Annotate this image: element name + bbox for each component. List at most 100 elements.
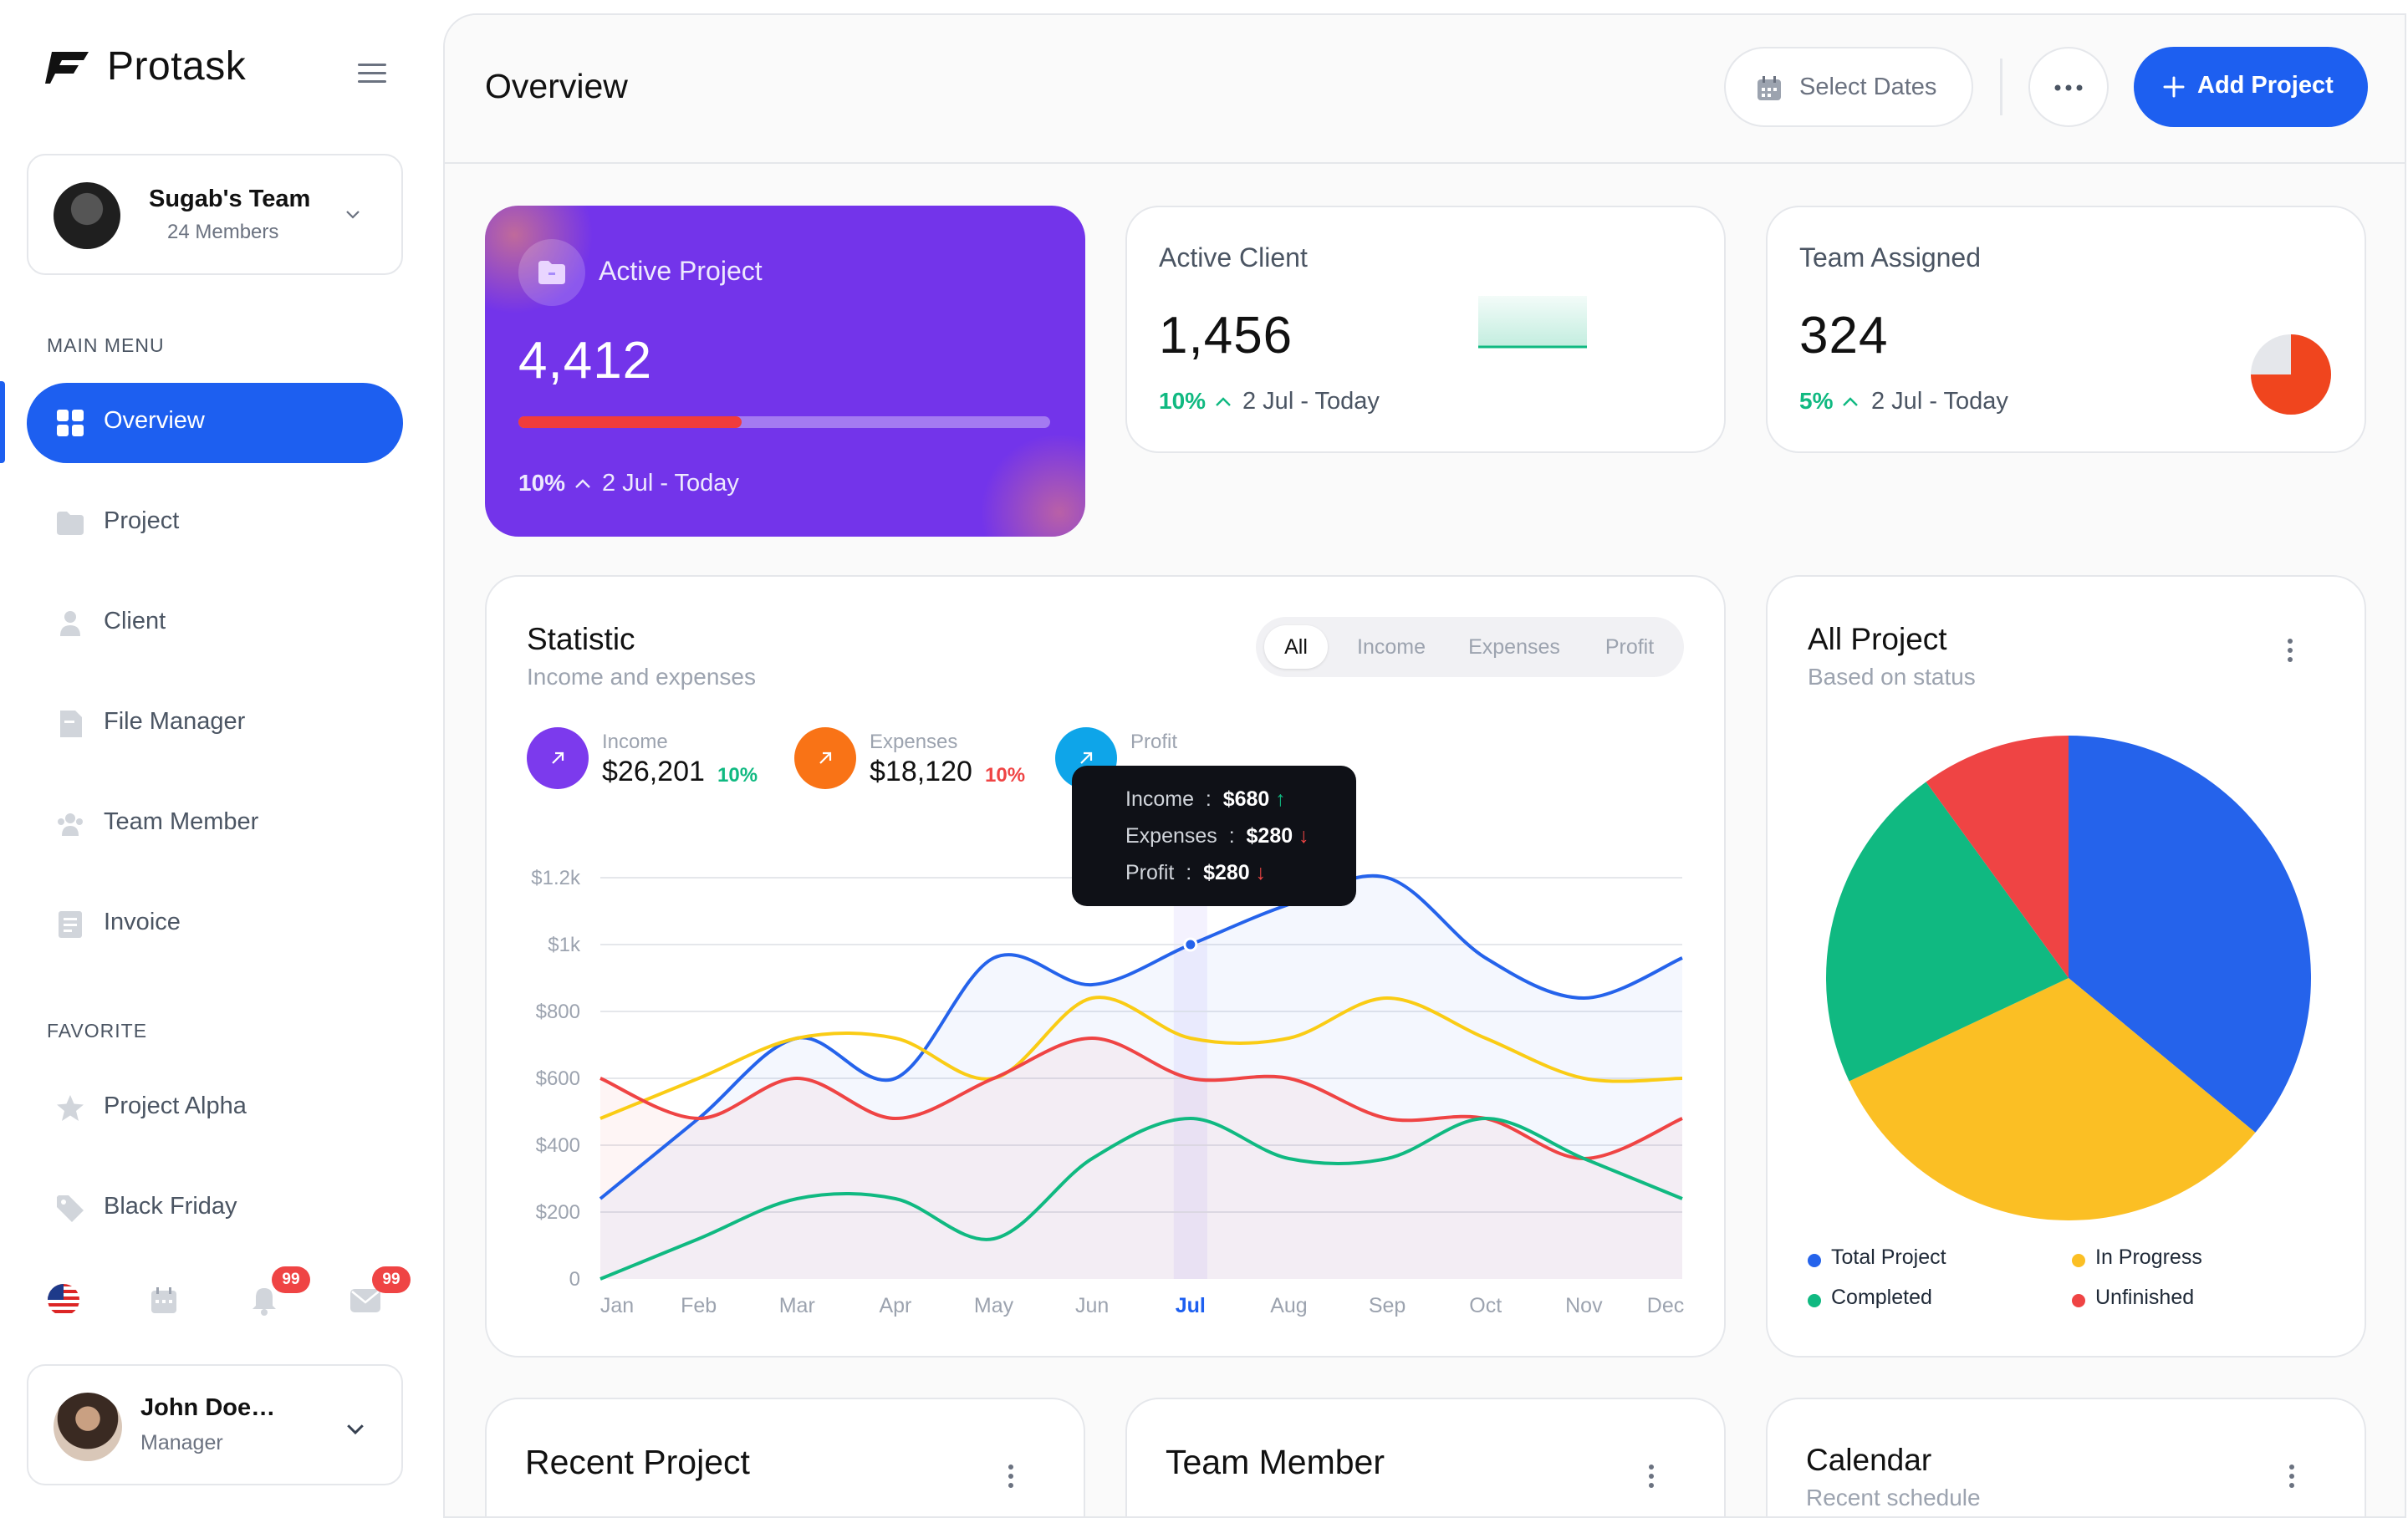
arrow-up-right-icon <box>1080 751 1093 764</box>
file-icon <box>60 711 82 737</box>
plus-icon <box>2163 76 2185 98</box>
team-name: Sugab's Team <box>149 186 311 212</box>
income-metric-icon <box>527 727 589 789</box>
team-icon <box>58 813 83 836</box>
bell-icon[interactable] <box>249 1286 279 1316</box>
favorite-label: FAVORITE <box>47 1020 148 1042</box>
tag-icon <box>57 1195 84 1222</box>
x-tick-label: Nov <box>1565 1294 1603 1317</box>
chevron-down-icon <box>347 1424 364 1435</box>
kpi-value: 4,412 <box>518 332 653 390</box>
sidebar-item-label: Invoice <box>104 909 181 935</box>
y-tick-label: $1k <box>548 934 581 956</box>
more-options-button[interactable] <box>2028 47 2109 127</box>
kpi-title: Active Project <box>599 256 763 286</box>
pie-slice[interactable] <box>1926 736 2069 978</box>
mail-icon[interactable] <box>349 1287 381 1314</box>
more-vertical-icon[interactable] <box>2289 1465 2296 1493</box>
progress-fill <box>518 416 742 428</box>
star-icon <box>57 1095 84 1121</box>
all-project-subtitle: Based on status <box>1808 664 1976 690</box>
y-tick-label: $400 <box>536 1134 580 1157</box>
sidebar-item-invoice[interactable]: Invoice <box>27 884 403 965</box>
header-divider <box>2000 59 2002 115</box>
tab-profit[interactable]: Profit <box>1604 635 1655 659</box>
logo-icon <box>45 52 89 84</box>
statistic-title: Statistic <box>527 622 635 656</box>
more-vertical-icon[interactable] <box>2288 639 2294 667</box>
more-vertical-icon[interactable] <box>1008 1465 1015 1493</box>
sidebar-item-file-manager[interactable]: File Manager <box>27 684 403 764</box>
team-switcher[interactable]: Sugab's Team 24 Members <box>27 154 403 275</box>
brand-name: Protask <box>107 44 247 89</box>
hamburger-icon[interactable] <box>358 64 386 84</box>
legend-dot <box>2072 1254 2085 1267</box>
statistic-line-chart[interactable]: 0 $200 $400 $600 $800 $1k $1.2k Jan Feb Mar Apr May… <box>487 819 1726 1354</box>
data-point-marker[interactable] <box>1183 937 1198 952</box>
calendar-subtitle: Recent schedule <box>1806 1485 1981 1510</box>
pie-slice[interactable] <box>1849 978 2256 1220</box>
pie-slice[interactable] <box>1826 782 2069 1082</box>
kpi-value: 324 <box>1799 307 1889 364</box>
sidebar-item-project[interactable]: Project <box>27 483 403 563</box>
more-vertical-icon[interactable] <box>1649 1465 1656 1493</box>
grid-icon <box>57 410 84 436</box>
kpi-icon-wrap <box>518 239 585 306</box>
all-project-pie-chart[interactable] <box>1818 727 2319 1229</box>
mini-pie-slice <box>2251 334 2331 415</box>
flag-us-icon[interactable] <box>47 1283 80 1317</box>
sidebar: Protask Sugab's Team 24 Members MAIN MEN… <box>0 0 443 1505</box>
profit-label: Profit <box>1130 731 1178 753</box>
sidebar-item-label: Overview <box>104 407 205 434</box>
x-tick-label: Aug <box>1270 1294 1307 1317</box>
kpi-change: 10% <box>1159 388 1207 414</box>
kpi-team-assigned[interactable]: Team Assigned 324 5% 2 Jul - Today <box>1766 206 2366 453</box>
legend-label: Unfinished <box>2095 1286 2195 1309</box>
user-avatar <box>54 1393 122 1461</box>
tooltip-row: Expenses : $280 ↓ <box>1125 824 1309 848</box>
income-value: $26,201 <box>602 756 705 787</box>
x-tick-label: Jun <box>1075 1294 1109 1317</box>
series-line <box>599 1116 1683 1281</box>
series-line <box>599 996 1683 1120</box>
main-menu-label: MAIN MENU <box>47 334 165 356</box>
kpi-active-project[interactable]: Active Project 4,412 10% 2 Jul - Today <box>485 206 1085 537</box>
tab-all[interactable]: All <box>1264 625 1328 669</box>
select-dates-button[interactable]: Select Dates <box>1724 47 1973 127</box>
tooltip-value: $680 <box>1222 787 1270 811</box>
statistic-filter: All Income Expenses Profit <box>1256 617 1684 677</box>
invoice-icon <box>59 911 82 938</box>
tooltip-value: $280 <box>1246 824 1293 848</box>
series-line <box>599 1036 1683 1161</box>
sidebar-item-black-friday[interactable]: Black Friday <box>27 1169 403 1249</box>
sidebar-item-project-alpha[interactable]: Project Alpha <box>27 1068 403 1149</box>
user-profile[interactable]: John Doe… Manager <box>27 1364 403 1485</box>
x-tick-label: Sep <box>1369 1294 1406 1317</box>
y-tick-label: $600 <box>536 1067 580 1090</box>
calendar-icon[interactable] <box>149 1286 179 1316</box>
x-tick-label: Jul <box>1176 1294 1206 1317</box>
y-tick-label: $200 <box>536 1201 580 1224</box>
sidebar-item-client[interactable]: Client <box>27 583 403 664</box>
tooltip-label: Income <box>1125 787 1194 811</box>
user-role: Manager <box>140 1431 223 1454</box>
calendar-title: Calendar <box>1806 1443 1932 1477</box>
select-dates-label: Select Dates <box>1799 74 1937 100</box>
tab-expenses[interactable]: Expenses <box>1468 635 1560 659</box>
kpi-change: 10% <box>518 470 566 496</box>
tab-income[interactable]: Income <box>1357 635 1426 659</box>
chart-tooltip: Income : $680 ↑ Expenses : $280 ↓ Profit… <box>1072 766 1356 906</box>
series-area <box>600 875 1682 1279</box>
arrow-down-icon: ↓ <box>1255 861 1267 884</box>
expenses-metric-icon <box>794 727 856 789</box>
add-project-button[interactable]: Add Project <box>2134 47 2368 127</box>
sidebar-item-overview[interactable]: Overview <box>27 383 403 463</box>
tooltip-row: Profit : $280 ↓ <box>1125 861 1267 884</box>
sidebar-item-team-member[interactable]: Team Member <box>27 784 403 864</box>
pie-slice[interactable] <box>2069 736 2311 1133</box>
legend-label: Total Project <box>1831 1245 1946 1269</box>
chevron-up-icon <box>1843 397 1858 406</box>
kpi-range: 2 Jul - Today <box>1871 388 2008 415</box>
sidebar-item-label: Project Alpha <box>104 1093 247 1119</box>
kpi-active-client[interactable]: Active Client 1,456 10% 2 Jul - Today <box>1125 206 1726 453</box>
